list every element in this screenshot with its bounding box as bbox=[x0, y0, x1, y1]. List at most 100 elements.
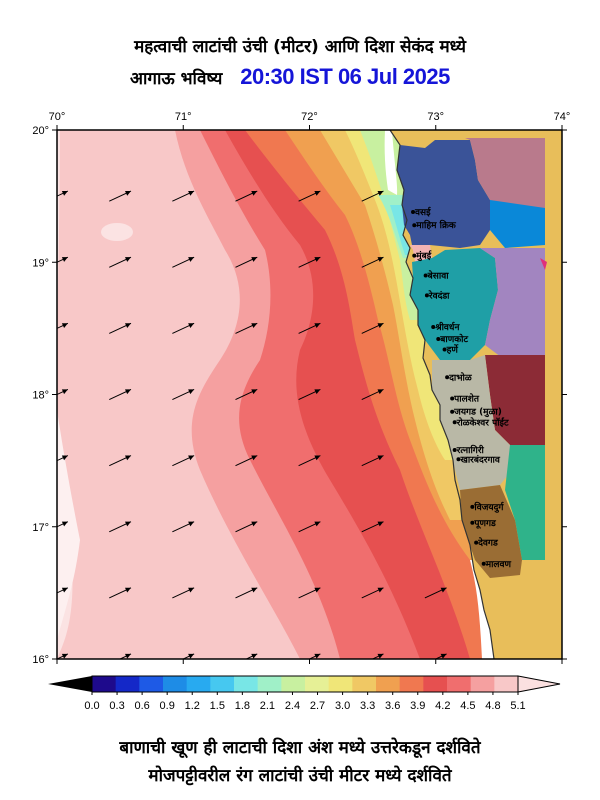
colorbar-swatch bbox=[423, 676, 448, 692]
wave-direction-arrow bbox=[172, 190, 195, 202]
colorbar-label: 0.6 bbox=[134, 700, 149, 712]
wave-direction-arrow bbox=[172, 388, 195, 401]
wave-direction-arrow bbox=[57, 653, 69, 659]
map-title-line1: महत्वाची लाटांची उंची (मीटर) आणि दिशा से… bbox=[134, 37, 466, 57]
lat-label: 19° bbox=[32, 257, 49, 269]
wave-direction-arrow bbox=[308, 653, 321, 659]
wave-direction-arrow bbox=[235, 190, 258, 202]
place-name: बाणकोट bbox=[439, 333, 468, 345]
wave-direction-arrow bbox=[182, 653, 195, 659]
district-sindhudurg bbox=[460, 485, 522, 578]
place-name: वसई bbox=[414, 206, 432, 218]
place-marker: बेसावा bbox=[423, 269, 450, 281]
colorbar-label: 4.5 bbox=[460, 700, 475, 712]
district-thane bbox=[490, 200, 545, 248]
place-marker: पालशेत bbox=[450, 392, 480, 404]
place-name: पूणगड bbox=[473, 519, 497, 529]
colorbar-swatch bbox=[281, 676, 306, 692]
wave-direction-arrow bbox=[424, 587, 447, 599]
colorbar-label: 5.1 bbox=[510, 700, 525, 712]
place-marker: पूणगड bbox=[470, 519, 497, 529]
colorbar-swatch bbox=[494, 676, 519, 692]
place-name: देवगड bbox=[477, 537, 499, 549]
district-ratnagiri bbox=[432, 355, 512, 490]
colorbar: 0.0 0.3 0.6 0.9 1.2 1.5 1.8 2.1 2.4 2.7 3.0 3.3 3.6 3… bbox=[48, 675, 561, 712]
colorbar-swatch bbox=[399, 676, 424, 692]
district-satara bbox=[485, 355, 545, 445]
district-marker bbox=[540, 258, 547, 270]
wave-direction-arrow bbox=[245, 653, 258, 659]
caption-color-meaning: मोजपट्टीवरील रंग लाटांची उंची मीटर मध्ये… bbox=[148, 766, 452, 786]
wave-direction-arrow bbox=[57, 521, 69, 528]
place-name: मालवण bbox=[485, 560, 512, 570]
colorbar-label: 3.6 bbox=[385, 700, 400, 712]
wave-patch bbox=[101, 223, 133, 241]
lat-label: 20° bbox=[32, 125, 49, 137]
place-marker: श्रीवर्धन bbox=[431, 321, 460, 333]
colorbar-label: 0.0 bbox=[84, 700, 99, 712]
place-name: हर्णे bbox=[446, 344, 459, 356]
colorbar-low-arrow bbox=[48, 676, 92, 692]
place-marker: जयगड (मुळा) bbox=[450, 408, 502, 418]
place-name: बेसावा bbox=[427, 269, 450, 281]
place-name: दाभोळ bbox=[448, 371, 473, 383]
wave-direction-arrow bbox=[235, 388, 258, 401]
lon-label: 73° bbox=[427, 111, 444, 123]
wave-direction-arrow bbox=[298, 256, 321, 268]
district-kolhapur bbox=[505, 445, 545, 560]
wave-direction-arrow bbox=[361, 587, 384, 599]
place-marker: विजयदुर्ग bbox=[470, 501, 504, 513]
colorbar-swatch bbox=[305, 676, 330, 692]
wave-direction-arrow bbox=[361, 455, 384, 467]
colorbar-label: 3.3 bbox=[360, 700, 375, 712]
colorbar-label: 3.0 bbox=[335, 700, 350, 712]
wave-direction-arrow bbox=[235, 587, 258, 599]
colorbar-swatch bbox=[376, 676, 401, 692]
district-pune bbox=[480, 248, 545, 360]
forecast-label: आगाऊ भविष्य bbox=[130, 69, 223, 89]
axis-ticks: 70° 71° 72° 73° 74° 20° 19° 18° 17° 16° bbox=[32, 111, 570, 666]
colorbar-label: 2.7 bbox=[310, 700, 325, 712]
wave-direction-arrow bbox=[109, 521, 132, 533]
colorbar-label: 2.1 bbox=[260, 700, 275, 712]
wave-direction-arrow bbox=[361, 521, 384, 533]
wave-direction-arrow bbox=[434, 653, 447, 659]
wave-direction-arrow bbox=[57, 190, 69, 197]
wave-direction-arrow bbox=[172, 256, 195, 268]
place-marker: बाणकोट bbox=[436, 333, 468, 345]
colorbar-label: 4.2 bbox=[435, 700, 450, 712]
wave-direction-arrow bbox=[172, 322, 195, 334]
colorbar-label: 3.9 bbox=[410, 700, 425, 712]
colorbar-swatch bbox=[210, 676, 235, 692]
wave-direction-arrow bbox=[109, 587, 132, 599]
place-name: मुंबई bbox=[415, 250, 432, 262]
wave-direction-arrow bbox=[109, 455, 132, 467]
colorbar-swatch bbox=[328, 676, 353, 692]
colorbar-swatch bbox=[352, 676, 377, 692]
wave-direction-arrow bbox=[109, 190, 132, 202]
place-name: जयगड (मुळा) bbox=[453, 408, 502, 418]
district-palghar bbox=[397, 140, 490, 248]
lat-label: 18° bbox=[32, 390, 49, 402]
place-marker: मालवण bbox=[481, 560, 512, 570]
colorbar-label: 1.2 bbox=[185, 700, 200, 712]
wave-direction-arrow bbox=[57, 455, 69, 462]
place-name: रत्नागिरी bbox=[456, 444, 485, 456]
wave-band-5-1 bbox=[57, 410, 80, 640]
wave-direction-arrow bbox=[109, 256, 132, 268]
place-marker: वसई bbox=[411, 206, 432, 218]
place-name: विजयदुर्ग bbox=[473, 501, 504, 513]
forecast-time: 20:30 IST 06 Jul 2025 bbox=[240, 64, 450, 89]
wave-direction-arrow bbox=[298, 521, 321, 533]
place-marker: खारबंदरगाव bbox=[456, 454, 501, 465]
wave-direction-arrow bbox=[235, 455, 258, 467]
place-name: श्रीवर्धन bbox=[434, 321, 460, 333]
place-marker: रेवदंडा bbox=[424, 289, 450, 301]
wave-direction-arrow bbox=[298, 455, 321, 467]
wave-direction-arrow bbox=[57, 587, 69, 594]
colorbar-swatch bbox=[257, 676, 282, 692]
colorbar-swatch bbox=[234, 676, 259, 692]
wave-direction-arrow bbox=[298, 190, 321, 202]
